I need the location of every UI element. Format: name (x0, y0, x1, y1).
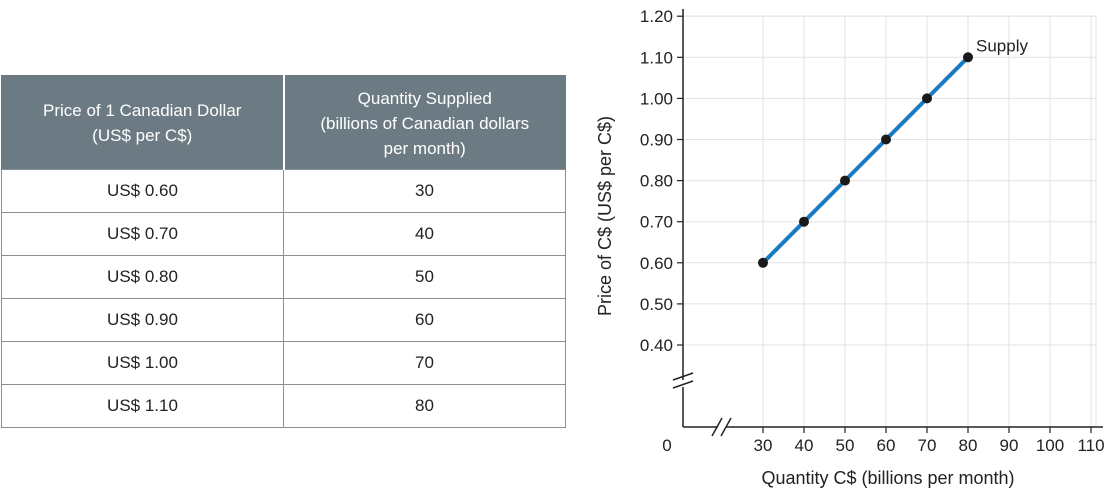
table-row: US$ 1.10 80 (1, 384, 566, 428)
x-tick-label: 40 (795, 436, 814, 455)
y-axis-break-mark (672, 380, 694, 389)
x-axis-break-mark (711, 417, 723, 437)
x-tick-label: 110 (1077, 436, 1104, 455)
y-tick-label: 0.50 (640, 295, 673, 314)
chart-ticks: 0.40 0.50 0.60 0.70 0.80 0.90 1.00 1.10 1.20 30 40… (640, 7, 1105, 455)
header-quantity-line-2: (billions of Canadian dollars (320, 113, 530, 133)
x-tick-label: 30 (754, 436, 773, 455)
table-row: US$ 0.90 60 (1, 298, 566, 342)
y-tick-label: 0.60 (640, 254, 673, 273)
x-tick-label: 80 (959, 436, 978, 455)
header-quantity: Quantity Supplied (billions of Canadian … (283, 75, 566, 170)
price-cell: US$ 1.00 (1, 341, 284, 385)
x-axis-label: Quantity C$ (billions per month) (761, 468, 1014, 488)
y-axis-break-mark (672, 372, 694, 381)
x-tick-label: 90 (1000, 436, 1019, 455)
chart-series (758, 52, 973, 268)
supply-data-point (799, 216, 809, 227)
chart-gridlines (683, 15, 1097, 427)
x-tick-label: 50 (836, 436, 855, 455)
x-tick-label: 60 (877, 436, 896, 455)
supply-data-point (840, 175, 850, 186)
supply-data-point (922, 93, 932, 104)
x-tick-label: 100 (1036, 436, 1064, 455)
y-tick-label: 1.10 (640, 48, 673, 67)
supply-schedule-table: Price of 1 Canadian Dollar (US$ per C$) … (1, 75, 566, 428)
header-quantity-line-3: per month) (383, 138, 466, 158)
y-tick-label: 0.90 (640, 131, 673, 150)
price-cell: US$ 0.90 (1, 298, 284, 342)
quantity-cell: 80 (283, 384, 566, 428)
header-price-line-2: (US$ per C$) (92, 126, 193, 145)
y-tick-label: 1.00 (640, 89, 673, 108)
y-axis-label: Price of C$ (US$ per C$) (595, 116, 615, 316)
header-price: Price of 1 Canadian Dollar (US$ per C$) (1, 75, 285, 170)
header-quantity-line-1: Quantity Supplied (357, 88, 492, 108)
y-tick-label: 1.20 (640, 7, 673, 26)
chart-axes (672, 9, 1103, 437)
y-tick-label: 0.40 (640, 336, 673, 355)
table-header-row: Price of 1 Canadian Dollar (US$ per C$) … (1, 75, 566, 170)
x-axis-break-mark (720, 417, 732, 437)
price-cell: US$ 0.70 (1, 212, 284, 256)
x-tick-label: 70 (918, 436, 937, 455)
supply-schedule-table-container: Price of 1 Canadian Dollar (US$ per C$) … (1, 75, 566, 428)
origin-label: 0 (662, 436, 671, 455)
price-cell: US$ 1.10 (1, 384, 284, 428)
quantity-cell: 50 (283, 255, 566, 299)
supply-data-point (881, 134, 891, 145)
header-price-line-1: Price of 1 Canadian Dollar (43, 101, 242, 120)
supply-data-point (758, 257, 768, 268)
supply-series-label: Supply (976, 36, 1028, 55)
supply-data-point (963, 52, 973, 63)
y-axis-break-gap (673, 380, 693, 387)
y-tick-label: 0.80 (640, 172, 673, 191)
x-axis-break-gap (718, 417, 726, 437)
supply-line (761, 55, 970, 265)
y-tick-label: 0.70 (640, 213, 673, 232)
